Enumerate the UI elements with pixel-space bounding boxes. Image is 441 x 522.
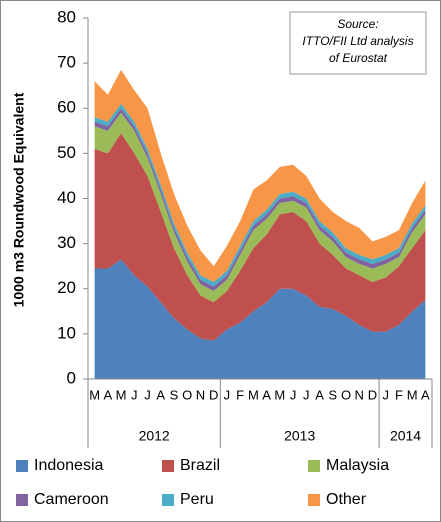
x-tick-label: O [182,387,192,402]
annotation: Source: [337,17,378,31]
x-tick-label: J [131,387,138,402]
y-tick-label: 70 [57,53,76,72]
x-tick-label: M [89,387,100,402]
x-tick-label: O [341,387,351,402]
annotation: ITTO/FII Ltd analysis [302,34,413,48]
x-tick-label: A [421,387,430,402]
x-tick-label: M [116,387,127,402]
legend-swatch [308,460,320,472]
x-tick-label: A [104,387,113,402]
y-tick-label: 50 [57,143,76,162]
x-tick-label: D [368,387,377,402]
x-tick-label: A [156,387,165,402]
x-tick-label: N [196,387,205,402]
legend-swatch [16,494,28,506]
legend-swatch [162,460,174,472]
x-group-label: 2014 [390,428,421,444]
x-tick-label: F [236,387,244,402]
area [94,69,426,282]
plot-area [94,69,426,379]
area [94,112,426,303]
x-group-label: 2012 [139,428,170,444]
x-tick-label: M [407,387,418,402]
x-tick-label: J [382,387,389,402]
x-tick-label: M [274,387,285,402]
y-axis-label: 1000 m3 Roundwood Equivalent [11,92,27,307]
y-tick-label: 80 [57,7,76,26]
legend-label: Cameroon [34,491,109,508]
x-tick-label: J [303,387,310,402]
x-tick-label: S [328,387,337,402]
y-tick-label: 40 [57,188,76,207]
x-tick-label: J [224,387,231,402]
x-group-label: 2013 [284,428,315,444]
y-tick-label: 0 [67,368,76,387]
legend-swatch [16,460,28,472]
area [94,133,426,341]
y-tick-label: 10 [57,323,76,342]
legend-label: Other [326,491,367,508]
x-tick-label: N [355,387,364,402]
x-tick-label: D [209,387,218,402]
legend-swatch [308,494,320,506]
x-tick-label: S [170,387,179,402]
legend-swatch [162,494,174,506]
legend-label: Malaysia [326,457,389,474]
x-tick-label: A [315,387,324,402]
x-tick-label: F [395,387,403,402]
y-tick-label: 60 [57,98,76,117]
y-tick-label: 30 [57,233,76,252]
legend-label: Brazil [180,457,220,474]
x-tick-label: M [248,387,259,402]
x-tick-label: J [290,387,297,402]
y-tick-label: 20 [57,278,76,297]
area [94,259,426,379]
annotation-box [289,11,427,75]
legend-label: Peru [180,491,214,508]
x-tick-label: A [262,387,271,402]
x-tick-label: J [144,387,151,402]
annotation: of Eurostat [329,51,388,65]
legend-label: Indonesia [34,457,103,474]
